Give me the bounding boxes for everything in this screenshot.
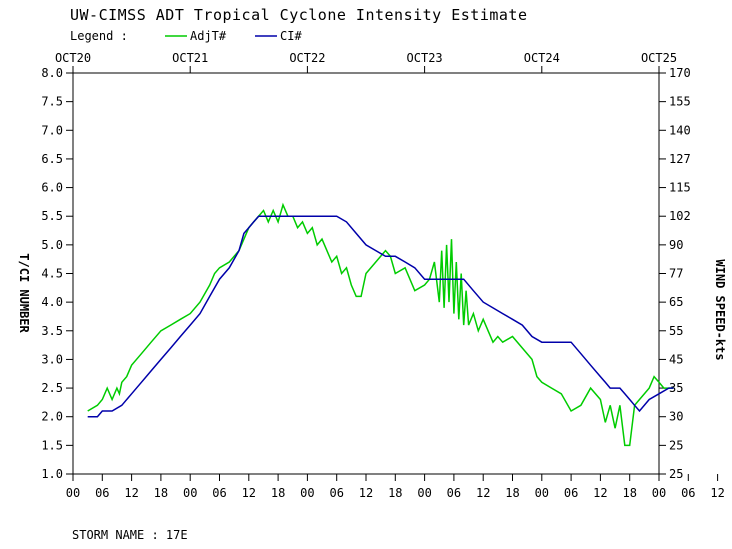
chart-title: UW-CIMSS ADT Tropical Cyclone Intensity … <box>70 6 527 24</box>
left-tick-label: 7.5 <box>41 95 63 109</box>
date-label: OCT24 <box>524 51 560 65</box>
left-axis-label: T/CI NUMBER <box>17 253 31 333</box>
hour-label: 12 <box>359 486 373 500</box>
hour-label: 18 <box>505 486 519 500</box>
right-tick-label: 127 <box>669 152 691 166</box>
left-tick-label: 3.0 <box>41 352 63 366</box>
left-tick-label: 2.5 <box>41 381 63 395</box>
hour-label: 18 <box>271 486 285 500</box>
right-tick-label: 25 <box>669 438 683 452</box>
left-tick-label: 5.5 <box>41 209 63 223</box>
hour-label: 12 <box>593 486 607 500</box>
right-tick-label: 77 <box>669 267 683 281</box>
hour-label: 00 <box>183 486 197 500</box>
legend-label: Legend : <box>70 29 128 43</box>
right-tick-label: 90 <box>669 238 683 252</box>
left-axis-ticks: 1.0 1.5 2.0 2.5 3.0 3.5 4.0 4.5 5.0 5.5 6.0 6.5 7.0 7… <box>41 66 73 481</box>
hour-label: 00 <box>535 486 549 500</box>
legend-item-ci: CI# <box>280 29 302 43</box>
right-tick-label: 25 <box>669 467 683 481</box>
hour-label: 00 <box>300 486 314 500</box>
hour-label: 06 <box>95 486 109 500</box>
hour-label: 06 <box>681 486 695 500</box>
storm-name: STORM NAME : 17E <box>72 528 188 542</box>
right-tick-label: 35 <box>669 381 683 395</box>
right-tick-label: 65 <box>669 295 683 309</box>
right-tick-label: 55 <box>669 324 683 338</box>
left-tick-label: 2.0 <box>41 410 63 424</box>
hour-label: 00 <box>417 486 431 500</box>
hour-label: 12 <box>476 486 490 500</box>
left-tick-label: 1.0 <box>41 467 63 481</box>
left-tick-label: 7.0 <box>41 123 63 137</box>
hour-label: 18 <box>154 486 168 500</box>
hour-label: 18 <box>388 486 402 500</box>
plot-frame <box>72 72 660 475</box>
date-label: OCT21 <box>172 51 208 65</box>
date-label: OCT23 <box>407 51 443 65</box>
right-tick-label: 140 <box>669 123 691 137</box>
hour-label: 12 <box>710 486 724 500</box>
left-tick-label: 4.5 <box>41 267 63 281</box>
date-label: OCT25 <box>641 51 677 65</box>
right-tick-label: 45 <box>669 352 683 366</box>
legend-item-adjt: AdjT# <box>190 29 227 43</box>
hour-label: 00 <box>652 486 666 500</box>
right-tick-label: 30 <box>669 410 683 424</box>
date-label: OCT20 <box>55 51 91 65</box>
left-tick-label: 3.5 <box>41 324 63 338</box>
right-tick-label: 102 <box>669 209 691 223</box>
hour-label: 06 <box>447 486 461 500</box>
left-tick-label: 5.0 <box>41 238 63 252</box>
hour-label: 12 <box>242 486 256 500</box>
right-tick-label: 115 <box>669 181 691 195</box>
left-tick-label: 6.5 <box>41 152 63 166</box>
series-adjt-line <box>87 202 674 447</box>
date-label: OCT22 <box>289 51 325 65</box>
left-tick-label: 1.5 <box>41 438 63 452</box>
series-ci-line <box>87 215 674 418</box>
right-tick-label: 155 <box>669 95 691 109</box>
left-tick-label: 6.0 <box>41 181 63 195</box>
right-axis-label: WIND SPEED-kts <box>713 259 727 360</box>
hour-label: 00 <box>66 486 80 500</box>
right-tick-label: 170 <box>669 66 691 80</box>
hour-label: 06 <box>212 486 226 500</box>
hour-label: 12 <box>124 486 138 500</box>
date-labels: OCT20 OCT21 OCT22 OCT23 OCT24 OCT25 <box>55 51 677 73</box>
hour-label: 18 <box>622 486 636 500</box>
left-tick-label: 4.0 <box>41 295 63 309</box>
hour-label: 06 <box>329 486 343 500</box>
right-axis-ticks: 25 25 30 35 45 55 65 77 90 102 115 127 140 155 170 <box>659 66 691 481</box>
left-tick-label: 8.0 <box>41 66 63 80</box>
hour-label: 06 <box>564 486 578 500</box>
hour-labels: 00 06 12 18 00 06 12 18 00 06 12 18 00 06 12 18 00 06 12 18… <box>66 474 725 500</box>
